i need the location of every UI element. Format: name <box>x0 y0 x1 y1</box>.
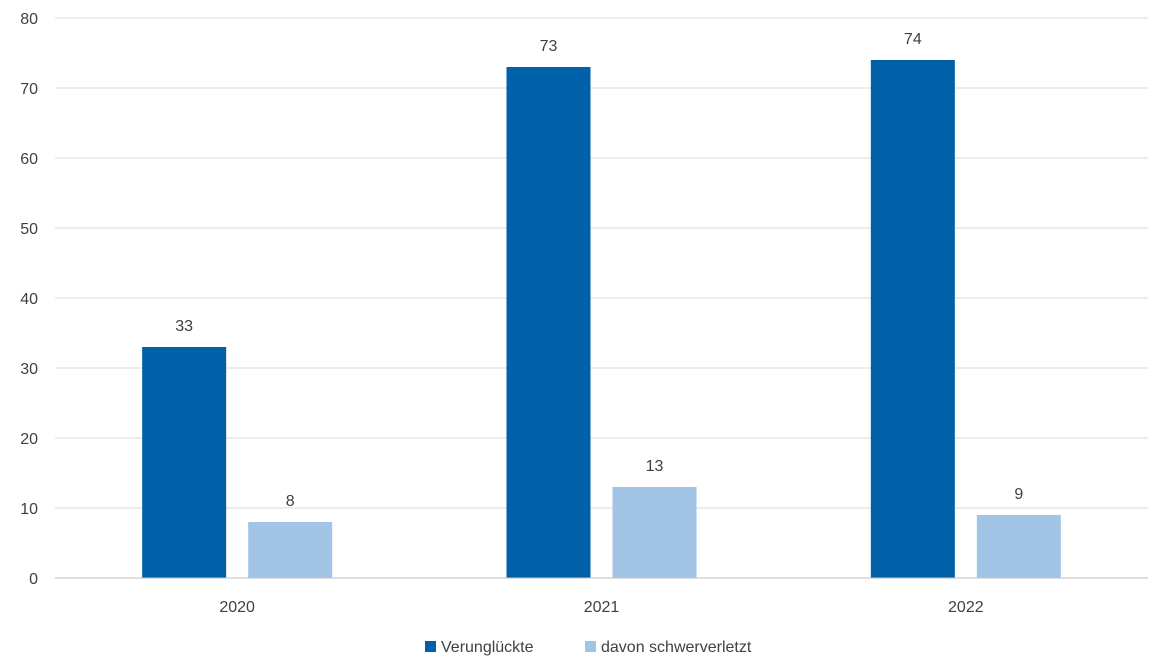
y-tick-label: 30 <box>20 361 38 378</box>
legend-label: davon schwerverletzt <box>601 639 752 656</box>
x-tick-label: 2020 <box>219 599 255 616</box>
x-axis: 2020 2021 2022 <box>55 577 1148 616</box>
bar-verunglueckte <box>142 347 227 578</box>
gridlines <box>55 17 1148 509</box>
y-tick-label: 60 <box>20 151 38 168</box>
y-tick-label: 20 <box>20 431 38 448</box>
y-tick-label: 0 <box>29 571 38 588</box>
x-tick-label: 2021 <box>584 599 620 616</box>
x-tick-label: 2022 <box>948 599 984 616</box>
data-label: 33 <box>175 318 193 335</box>
legend-label: Verunglückte <box>441 639 534 656</box>
data-label: 9 <box>1014 486 1023 503</box>
legend-swatch <box>585 641 596 652</box>
bar-schwerverletzt <box>976 515 1061 578</box>
y-tick-label: 50 <box>20 221 38 238</box>
bar-verunglueckte <box>870 60 955 578</box>
data-label: 73 <box>540 38 558 55</box>
y-tick-label: 70 <box>20 81 38 98</box>
bar-schwerverletzt <box>248 522 333 578</box>
bar-verunglueckte <box>506 67 591 578</box>
y-axis: 0 10 20 30 40 50 60 70 80 <box>20 11 38 588</box>
bar-schwerverletzt <box>612 487 697 578</box>
y-tick-label: 80 <box>20 11 38 28</box>
data-label: 13 <box>646 458 664 475</box>
data-labels: 33 8 73 13 74 9 <box>175 31 1023 510</box>
data-label: 74 <box>904 31 922 48</box>
y-tick-label: 40 <box>20 291 38 308</box>
bars <box>142 60 1061 578</box>
y-tick-label: 10 <box>20 501 38 518</box>
legend: Verunglückte davon schwerverletzt <box>425 639 752 656</box>
data-label: 8 <box>286 493 295 510</box>
legend-swatch <box>425 641 436 652</box>
